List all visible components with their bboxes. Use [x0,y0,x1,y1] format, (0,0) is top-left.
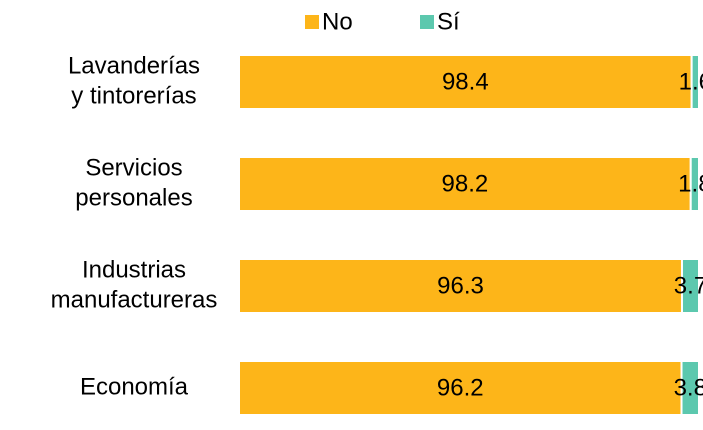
bar-segment [238,54,693,110]
data-label: 98.2 [442,170,489,197]
y-tick-label: Economía [80,373,189,400]
legend-label: No [322,8,353,35]
y-tick-label: Industrias [82,256,186,283]
data-label: 96.2 [437,374,484,401]
bar-segment [680,360,701,416]
bar-segment [690,54,701,110]
bar-segment [680,258,700,314]
y-tick-label: y tintorerías [71,82,196,109]
data-label: 98.4 [442,68,489,95]
bar-segment [238,156,692,212]
legend-swatch [420,15,434,29]
y-tick-label: personales [75,184,192,211]
legend-swatch [305,15,319,29]
data-label: 1.8 [678,170,703,197]
data-label: 1.6 [679,68,703,95]
y-tick-label: Lavanderías [68,52,200,79]
data-label: 96.3 [437,272,484,299]
data-label: 3.7 [674,272,703,299]
bar-segment [689,156,700,212]
data-label: 3.8 [674,374,703,401]
y-tick-label: Servicios [85,154,182,181]
legend-label: Sí [437,8,460,35]
y-tick-label: manufactureras [51,286,218,313]
bar-segment [238,258,683,314]
